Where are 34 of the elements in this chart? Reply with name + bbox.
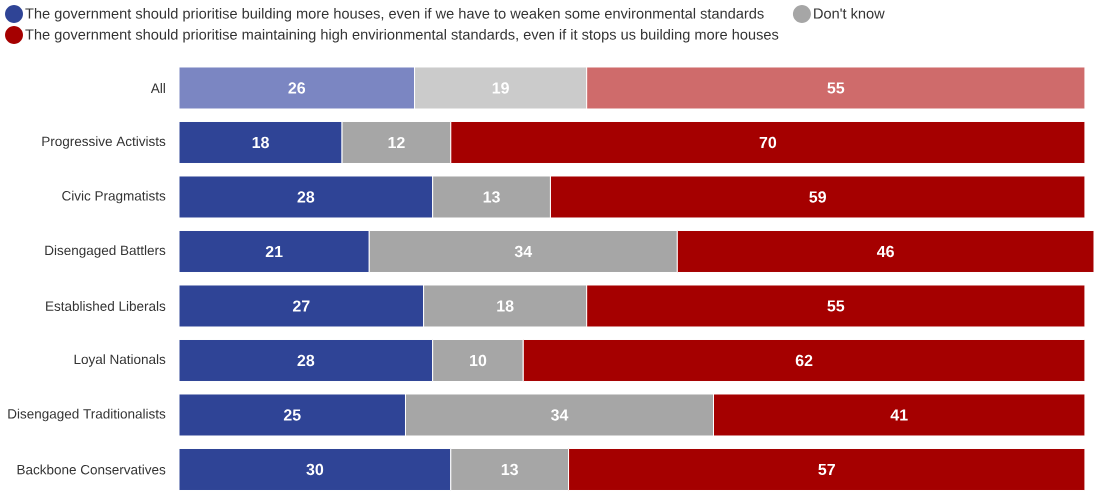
y-tick-label: Backbone Conservatives <box>17 464 166 475</box>
data-label: 12 <box>388 136 405 149</box>
y-tick-label: Civic Pragmatists <box>62 190 166 204</box>
legend-label: The government should prioritise building more houses, even if we have to weaken some environmental standards <box>25 7 764 22</box>
data-label: 55 <box>827 82 845 94</box>
data-label: 13 <box>483 191 500 203</box>
data-label: 62 <box>795 354 813 367</box>
series-label: The government should prioritise maintaining high envirionmental standards, even if it stops us building more houses <box>25 28 779 43</box>
data-label: 41 <box>890 409 908 421</box>
data-label: 27 <box>292 300 310 312</box>
data-label: 34 <box>514 245 533 258</box>
data-label: 70 <box>759 136 777 149</box>
data-label: 59 <box>809 191 826 203</box>
data-label: 30 <box>306 463 324 476</box>
y-tick-label: Disengaged Traditionalists <box>8 408 166 422</box>
data-label: 57 <box>818 463 835 476</box>
y-tick-label: Progressive Activists <box>42 136 166 149</box>
y-tick-label: Established Liberals <box>46 301 166 311</box>
data-label: 55 <box>827 300 845 312</box>
data-label: 21 <box>265 245 283 258</box>
data-label: 18 <box>252 136 269 149</box>
data-label: 13 <box>501 463 518 476</box>
data-label: 26 <box>288 82 306 94</box>
data-label: 25 <box>283 409 301 421</box>
data-label: 46 <box>876 245 894 258</box>
data-label: 28 <box>297 354 315 367</box>
data-label: 34 <box>550 409 569 421</box>
legend-label: Don't know <box>814 7 885 19</box>
y-tick-label: Loyal Nationals <box>74 354 166 367</box>
data-label: 10 <box>470 354 487 367</box>
y-tick-label: All <box>150 83 165 93</box>
data-label: 28 <box>297 191 315 203</box>
y-tick-label: Disengaged Battlers <box>45 245 166 258</box>
data-label: 18 <box>497 300 514 312</box>
